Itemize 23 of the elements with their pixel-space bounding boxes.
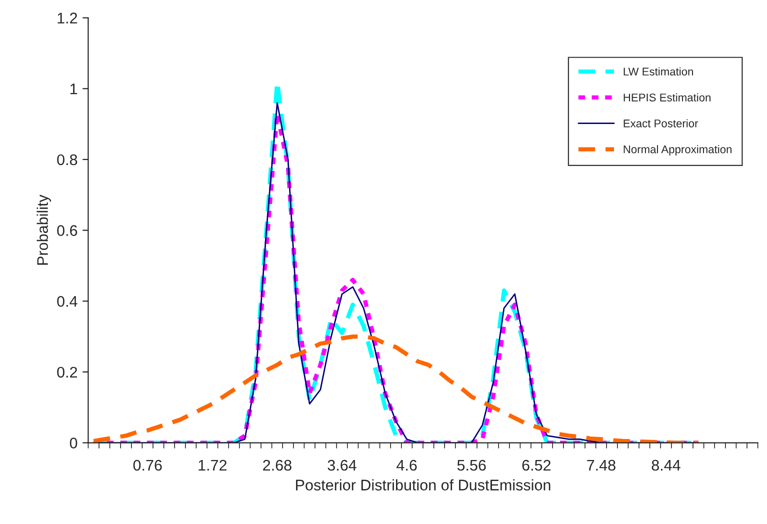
x-tick-label: 1.72: [198, 460, 227, 471]
y-tick-label: 1: [70, 84, 78, 94]
y-tick-label: 0: [70, 438, 78, 448]
y-tick-label: 0.4: [57, 296, 78, 307]
y-axis-title: Probability: [36, 194, 51, 265]
x-tick-label: 4.6: [396, 460, 417, 471]
legend-label: HEPIS Estimation: [624, 93, 710, 102]
x-axis-title: Posterior Distribution of DustEmission: [296, 479, 550, 490]
legend-label: Exact Posterior: [624, 119, 698, 128]
legend-label: LW Estimation: [624, 67, 693, 76]
y-tick-label: 0.6: [57, 225, 78, 236]
x-tick-label: 8.44: [652, 460, 680, 471]
x-tick-label: 0.76: [133, 460, 162, 471]
x-tick-label: 3.64: [328, 460, 356, 471]
x-tick-label: 7.48: [587, 460, 616, 471]
x-tick-label: 6.52: [522, 460, 550, 471]
y-tick-label: 1.2: [58, 12, 78, 24]
y-tick-label: 0.2: [57, 366, 78, 378]
legend-label: Normal Approximation: [624, 145, 732, 156]
x-tick-label: 5.56: [457, 460, 486, 471]
y-tick-label: 0.8: [57, 154, 78, 166]
x-tick-label: 2.68: [263, 460, 292, 471]
line-series: [92, 334, 700, 443]
